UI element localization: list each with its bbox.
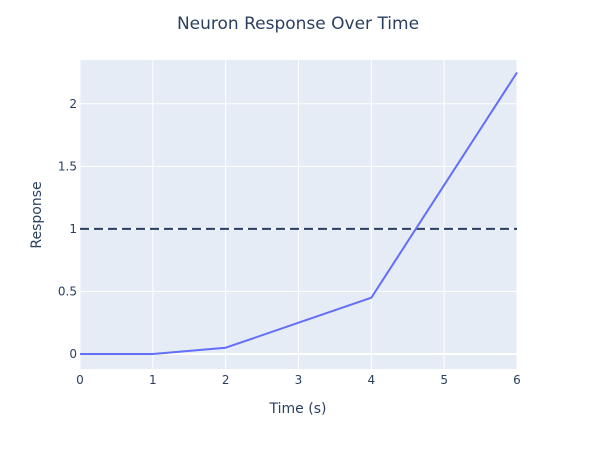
y-tick-label: 2 (69, 97, 77, 111)
data-series (80, 71, 518, 355)
y-axis-title: Response (29, 181, 45, 248)
x-tick-label: 6 (513, 373, 521, 387)
y-tick-label: 1.5 (58, 159, 77, 173)
x-axis-ticks: 0 1 2 3 4 5 6 (76, 373, 521, 387)
x-tick-label: 2 (222, 373, 230, 387)
y-axis-ticks: 0 0.5 1 1.5 2 (58, 97, 77, 361)
x-tick-label: 4 (368, 373, 376, 387)
chart-title: Neuron Response Over Time (177, 14, 419, 34)
x-axis-title: Time (s) (269, 401, 327, 417)
y-tick-label: 1 (69, 222, 77, 236)
x-tick-label: 0 (76, 373, 84, 387)
x-tick-label: 3 (295, 373, 303, 387)
y-tick-label: 0 (69, 347, 77, 361)
y-tick-label: 0.5 (58, 284, 77, 298)
series-line (80, 71, 518, 355)
x-tick-label: 1 (149, 373, 157, 387)
x-tick-label: 5 (440, 373, 448, 387)
